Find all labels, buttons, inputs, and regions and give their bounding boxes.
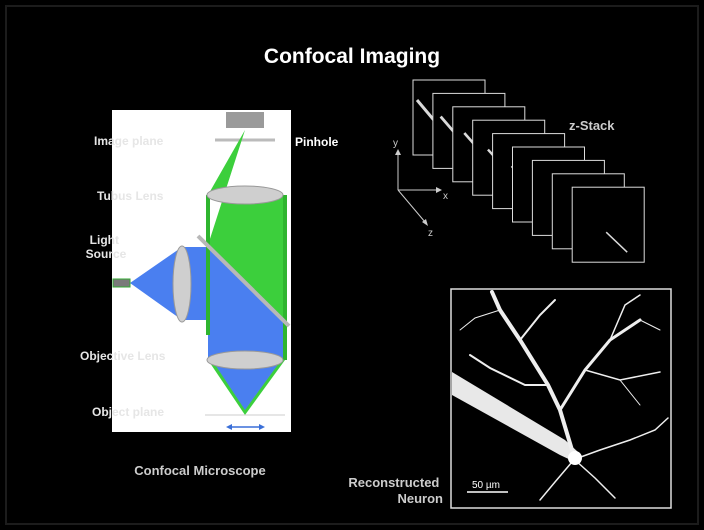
axis-label-x: x: [443, 191, 448, 202]
axis-label-z: z: [428, 228, 433, 239]
light-source: [113, 279, 130, 287]
slide: Confocal Imaging Image plane Pinhole Tub…: [0, 0, 704, 530]
caption-line: Reconstructed: [348, 475, 439, 490]
label-image-plane: Image plane: [94, 134, 164, 148]
source-lens: [173, 246, 191, 322]
caption-microscope: Confocal Microscope: [134, 463, 265, 478]
label-tubus-lens: Tubus Lens: [97, 189, 164, 203]
scale-bar-label: 50 µm: [472, 480, 500, 491]
label-line: Source: [86, 247, 127, 261]
objective-lens: [207, 351, 283, 369]
emission-edge: [283, 195, 287, 360]
neuron-image: [451, 289, 671, 508]
stack-slice: [572, 187, 644, 262]
slide-title: Confocal Imaging: [264, 45, 440, 68]
caption-line: Neuron: [398, 491, 444, 506]
soma: [568, 451, 582, 465]
label-light-source: Light Source: [86, 233, 127, 261]
label-line: Light: [90, 233, 119, 247]
microscope-diagram: [112, 110, 291, 432]
label-object-plane: Object plane: [92, 405, 164, 419]
z-stack-title: z-Stack: [569, 118, 615, 133]
emission-edge: [206, 195, 210, 335]
label-objective-lens: Objective Lens: [80, 349, 166, 363]
tubus-lens: [207, 186, 283, 204]
axis-label-y: y: [393, 138, 398, 149]
label-pinhole: Pinhole: [295, 135, 339, 149]
detector: [226, 112, 264, 128]
